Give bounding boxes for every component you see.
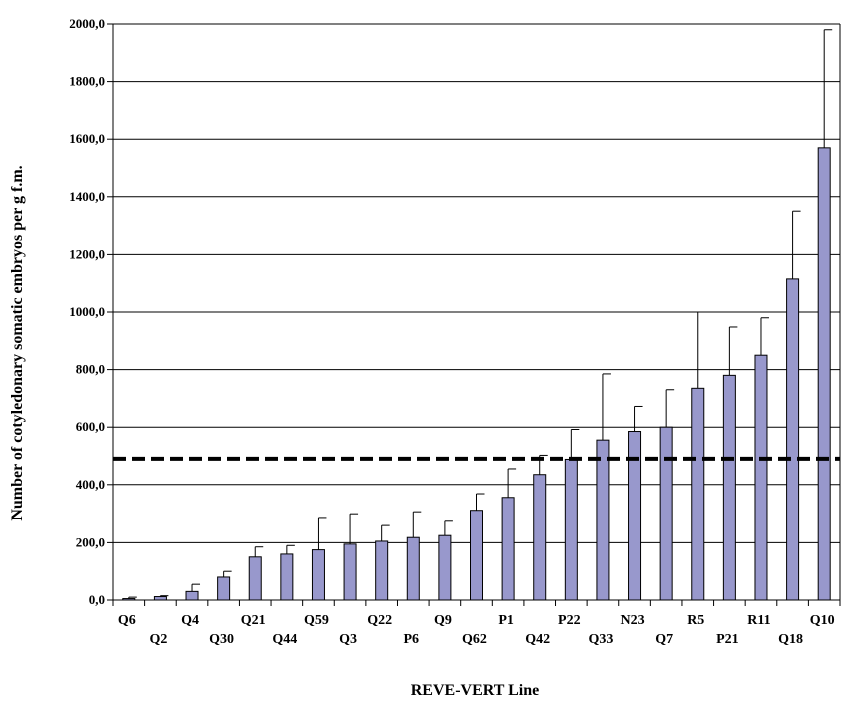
y-tick-label: 600,0 xyxy=(76,419,105,434)
x-category-label: Q4 xyxy=(181,613,199,628)
bar xyxy=(564,458,578,601)
bar xyxy=(691,387,705,601)
y-tick-label: 200,0 xyxy=(76,534,105,549)
bar xyxy=(659,426,673,601)
bar xyxy=(501,497,515,601)
gridlines xyxy=(107,23,840,601)
x-category-label: Q6 xyxy=(118,613,136,628)
bar xyxy=(153,596,167,601)
y-tick-label: 400,0 xyxy=(76,477,105,492)
x-category-label: Q3 xyxy=(339,632,357,647)
bars xyxy=(122,147,831,601)
x-category-label: Q2 xyxy=(149,632,167,647)
y-axis-title: Number of cotyledonary somatic embryos p… xyxy=(9,165,26,520)
x-category-label: N23 xyxy=(620,613,644,628)
y-tick-label: 1800,0 xyxy=(69,74,105,89)
x-category-label: R11 xyxy=(747,613,770,628)
bar xyxy=(817,147,831,601)
x-category-label: Q18 xyxy=(778,632,803,647)
x-category-label: P6 xyxy=(404,632,420,647)
bar xyxy=(406,536,420,601)
x-category-label: Q44 xyxy=(272,632,297,647)
bar xyxy=(280,553,294,601)
y-tick-label: 1400,0 xyxy=(69,189,105,204)
bar xyxy=(786,278,800,601)
bar xyxy=(596,439,610,601)
bar xyxy=(185,590,199,601)
y-tick-label: 1600,0 xyxy=(69,131,105,146)
x-category-label: R5 xyxy=(687,613,704,628)
x-category-label: Q10 xyxy=(810,613,835,628)
x-category-label: Q7 xyxy=(655,632,673,647)
bar xyxy=(375,540,389,601)
y-axis-tick-labels: 0,0 200,0 400,0 600,0 800,0 1000,0 1200,0 1400,… xyxy=(69,16,105,607)
bar xyxy=(343,543,357,601)
x-category-label: Q21 xyxy=(241,613,266,628)
x-category-label: Q22 xyxy=(367,613,392,628)
x-category-label: P1 xyxy=(498,613,514,628)
y-tick-label: 1200,0 xyxy=(69,246,105,261)
error-bars xyxy=(128,29,833,599)
y-tick-label: 1000,0 xyxy=(69,304,105,319)
bar xyxy=(470,510,483,601)
y-tick-label: 2000,0 xyxy=(69,16,105,31)
bar xyxy=(754,354,768,601)
bar xyxy=(722,374,736,601)
bar xyxy=(628,431,642,601)
x-category-label: P21 xyxy=(716,632,739,647)
x-category-label: Q30 xyxy=(209,632,234,647)
y-tick-label: 0,0 xyxy=(89,592,105,607)
x-category-label: Q42 xyxy=(525,632,550,647)
x-category-label: P22 xyxy=(558,613,581,628)
bar xyxy=(248,556,262,601)
y-tick-label: 800,0 xyxy=(76,362,105,377)
x-axis-title: REVE-VERT Line xyxy=(411,682,540,699)
x-category-label: Q59 xyxy=(304,613,329,628)
bar xyxy=(217,576,231,601)
x-category-label: Q33 xyxy=(588,632,613,647)
bar xyxy=(438,534,452,601)
x-category-label: Q9 xyxy=(434,613,452,628)
x-category-label: Q62 xyxy=(462,632,487,647)
bar xyxy=(533,474,547,601)
x-axis-category-labels: Q6 Q2 Q4 Q30 Q21 Q44 Q59 Q3 Q22 P6 Q9 Q62 P1 Q42 P22 Q3… xyxy=(118,613,835,647)
x-axis-ticks xyxy=(112,600,841,606)
bar xyxy=(311,549,325,601)
